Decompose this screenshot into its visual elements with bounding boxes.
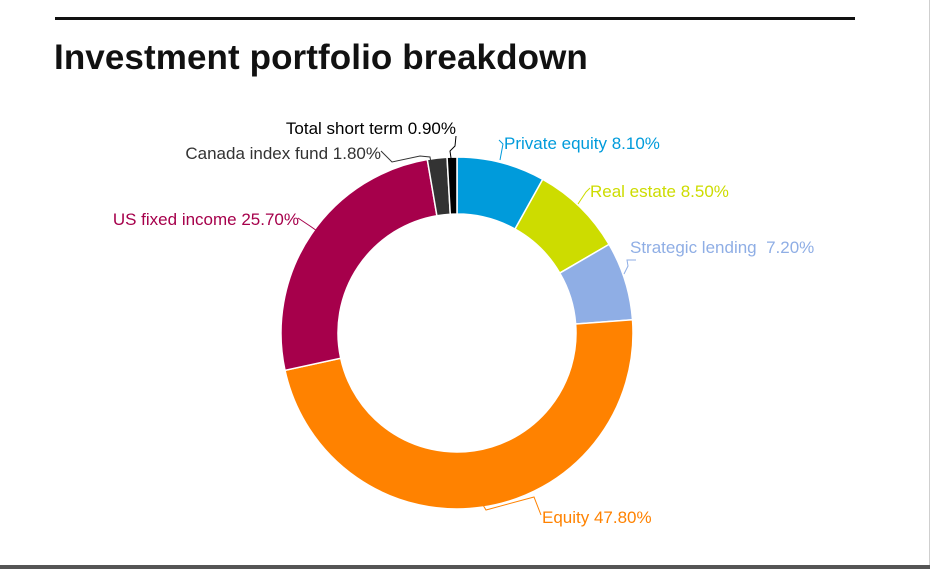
label-total-short-term: Total short term 0.90%: [286, 119, 456, 138]
bottom-bar: [0, 565, 930, 569]
slice-us-fixed-income: [280, 158, 438, 372]
leader-line-private-equity: [498, 139, 504, 161]
leader-line-equity: [482, 496, 542, 516]
label-canada-index-fund: Canada index fund 1.80%: [185, 144, 381, 163]
slice-equity: [284, 318, 634, 510]
leader-line-canada-index-fund: [380, 150, 432, 164]
label-strategic-lending: Strategic lending 7.20%: [630, 238, 814, 257]
label-private-equity: Private equity 8.10%: [504, 134, 660, 153]
leader-line-real-estate: [577, 187, 591, 205]
top-divider: [55, 17, 855, 20]
label-real-estate: Real estate 8.50%: [590, 182, 729, 201]
chart-title: Investment portfolio breakdown: [54, 38, 588, 77]
slice-total-short-term: [446, 156, 458, 215]
chart-slices: [280, 156, 634, 510]
label-us-fixed-income: US fixed income 25.70%: [113, 210, 299, 229]
chart-leader-lines: [297, 135, 636, 516]
leader-line-total-short-term: [449, 135, 457, 159]
leader-line-strategic-lending: [623, 259, 636, 275]
leader-line-us-fixed-income: [297, 217, 321, 234]
label-equity: Equity 47.80%: [542, 508, 652, 527]
chart-labels: Private equity 8.10% Real estate 8.50% Str…: [113, 119, 814, 527]
